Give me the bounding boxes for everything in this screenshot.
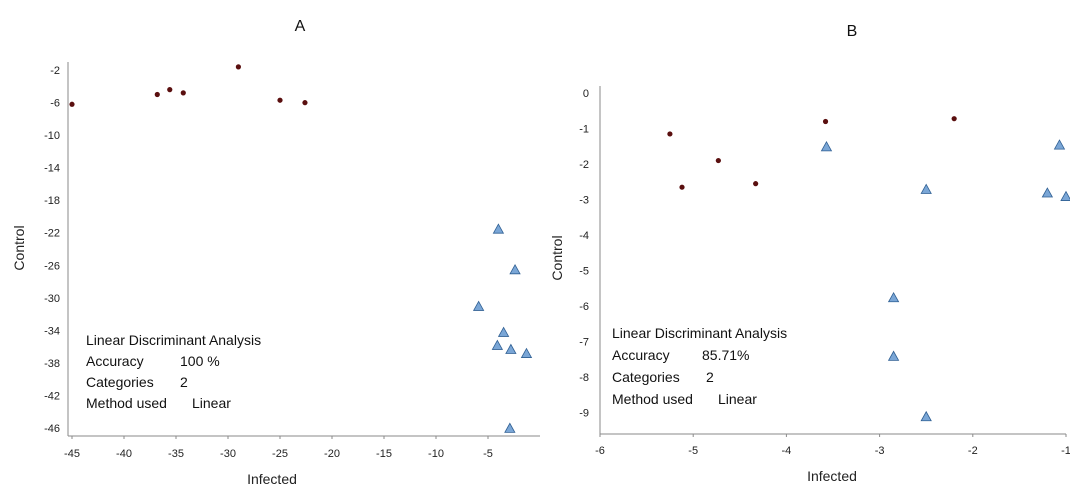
panel-a-y-tick-label: -42 — [44, 390, 60, 402]
panel-b-x-tick-label: -6 — [595, 445, 605, 457]
panel-a-y-ticks: -2 -6 -10 -14 -18 -22 -26 -30 -34 -38 -42 -46 — [44, 65, 60, 435]
panel-a-triangle-point — [509, 264, 521, 275]
panel-b-dot-point — [679, 184, 685, 190]
panel-a-triangle-point — [520, 347, 533, 358]
panel-b-y-tick-label: 0 — [583, 88, 589, 100]
panel-a-x-tick-label: -30 — [220, 448, 236, 460]
panel-a-y-tick-label: -10 — [44, 130, 60, 142]
panel-b-y-tick-label: -6 — [579, 301, 589, 313]
panel-a-y-tick-label: -14 — [44, 163, 60, 175]
panel-b-triangle-point — [1041, 187, 1054, 198]
panel-b-triangle-point — [920, 410, 932, 422]
panel-b-dot-point — [951, 116, 957, 122]
panel-a-x-tick-label: -15 — [376, 448, 392, 460]
panel-a-x-tick-label: -45 — [64, 448, 80, 460]
panel-b-triangle-point — [887, 350, 900, 361]
panel-a-method-value: Linear — [192, 395, 231, 411]
panel-a-annotation: Linear Discriminant Analysis Accuracy 10… — [86, 332, 261, 411]
panel-b-dot-point — [822, 118, 829, 125]
panel-b-triangle-point — [920, 183, 932, 194]
panel-a-x-axis-label: Infected — [247, 471, 297, 487]
panel-a-triangle-point — [491, 339, 504, 350]
panel-b-x-tick-label: -3 — [875, 445, 885, 457]
panel-a-dot-point — [302, 100, 308, 106]
panel-a-dot-point — [180, 90, 186, 96]
panel-a-x-tick-label: -10 — [428, 448, 444, 460]
panel-b-triangle-point — [1053, 139, 1066, 150]
panel-b-y-tick-label: -1 — [579, 124, 589, 136]
panel-b-categories-label: Categories — [612, 369, 680, 385]
panel-a: A Infected Control -45 -40 -35 -30 -25 -20 -15… — [11, 18, 540, 487]
panel-a-accuracy-value: 100 % — [180, 353, 220, 369]
panel-b-y-tick-label: -3 — [579, 195, 589, 207]
panel-a-dot-point — [167, 87, 173, 93]
panel-b-title: B — [847, 23, 858, 40]
panel-b-y-tick-label: -8 — [579, 372, 589, 384]
panel-a-y-tick-label: -30 — [44, 293, 60, 305]
panel-b-dot-point — [715, 157, 721, 164]
panel-b-triangle-point — [887, 291, 900, 303]
panel-a-triangle-point — [492, 223, 505, 234]
panel-a-triangle-point — [497, 326, 510, 337]
panel-a-y-tick-label: -2 — [50, 65, 60, 77]
panel-b-x-tick-label: -4 — [782, 445, 792, 457]
panel-b-accuracy-label: Accuracy — [612, 347, 670, 363]
panel-a-triangle-point — [504, 422, 516, 433]
panel-b-y-tick-label: -9 — [579, 408, 589, 420]
panel-a-method-label: Method used — [86, 395, 167, 411]
panel-a-y-axis-label: Control — [11, 225, 27, 270]
panel-b-y-tick-label: -2 — [579, 159, 589, 171]
panel-b-y-axis-label: Control — [549, 235, 565, 280]
panel-a-x-tick-label: -35 — [168, 448, 184, 460]
panel-a-y-tick-label: -34 — [44, 325, 60, 337]
panel-a-categories-label: Categories — [86, 374, 154, 390]
panel-a-points — [69, 64, 533, 433]
panel-a-dot-point — [235, 64, 241, 70]
panel-a-accuracy-label: Accuracy — [86, 353, 144, 369]
panel-a-y-tick-label: -22 — [44, 228, 60, 240]
panel-a-categories-value: 2 — [180, 374, 188, 390]
panel-a-x-tick-label: -5 — [483, 448, 493, 460]
panel-a-y-tick-label: -6 — [50, 98, 60, 110]
panel-b: B Infected Control -6 -5 -4 -3 -2 -1 0-1-2-3-… — [549, 23, 1070, 484]
panel-a-y-tick-label: -38 — [44, 358, 60, 370]
panel-a-title: A — [295, 18, 306, 35]
panel-a-y-tick-label: -18 — [44, 195, 60, 207]
panel-b-points — [667, 116, 1070, 422]
panel-b-triangle-point — [820, 141, 833, 152]
panel-b-x-axis-label: Infected — [807, 468, 857, 484]
panel-b-dot-point — [753, 181, 759, 187]
panel-b-method-value: Linear — [718, 391, 757, 407]
panel-b-y-tick-label: -4 — [579, 230, 589, 242]
panel-b-x-tick-label: -5 — [688, 445, 698, 457]
panel-b-categories-value: 2 — [706, 369, 714, 385]
panel-a-x-tick-label: -25 — [272, 448, 288, 460]
panel-a-triangle-point — [505, 343, 517, 354]
panel-b-x-tick-label: -1 — [1061, 445, 1070, 457]
panel-b-annotation: Linear Discriminant Analysis Accuracy 85… — [612, 325, 787, 407]
panel-a-y-tick-label: -26 — [44, 260, 60, 272]
panel-a-dot-point — [277, 97, 283, 103]
panel-b-dot-point — [667, 131, 673, 137]
panel-a-dot-point — [154, 91, 160, 98]
panel-a-x-tick-label: -40 — [116, 448, 132, 460]
panel-b-triangle-point — [1060, 190, 1070, 201]
panel-b-method-label: Method used — [612, 391, 693, 407]
panel-b-annotation-title: Linear Discriminant Analysis — [612, 325, 787, 341]
panel-a-y-tick-label: -46 — [44, 423, 60, 435]
panel-a-triangle-point — [472, 300, 485, 311]
panel-a-dot-point — [69, 101, 75, 107]
panel-b-x-ticks: -6 -5 -4 -3 -2 -1 — [595, 434, 1070, 457]
panel-a-x-ticks: -45 -40 -35 -30 -25 -20 -15 -10 -5 — [64, 436, 493, 460]
panel-b-y-ticks: 0 -1 -2 -3 -4 -5 -6 -7 -8 -9 — [579, 88, 589, 420]
panel-b-accuracy-value: 85.71% — [702, 347, 749, 363]
panel-b-y-tick-label: -7 — [579, 337, 589, 349]
panel-b-y-tick-label: -5 — [579, 266, 589, 278]
panel-a-annotation-title: Linear Discriminant Analysis — [86, 332, 261, 348]
panel-b-x-tick-label: -2 — [968, 445, 978, 457]
panel-a-x-tick-label: -20 — [324, 448, 340, 460]
